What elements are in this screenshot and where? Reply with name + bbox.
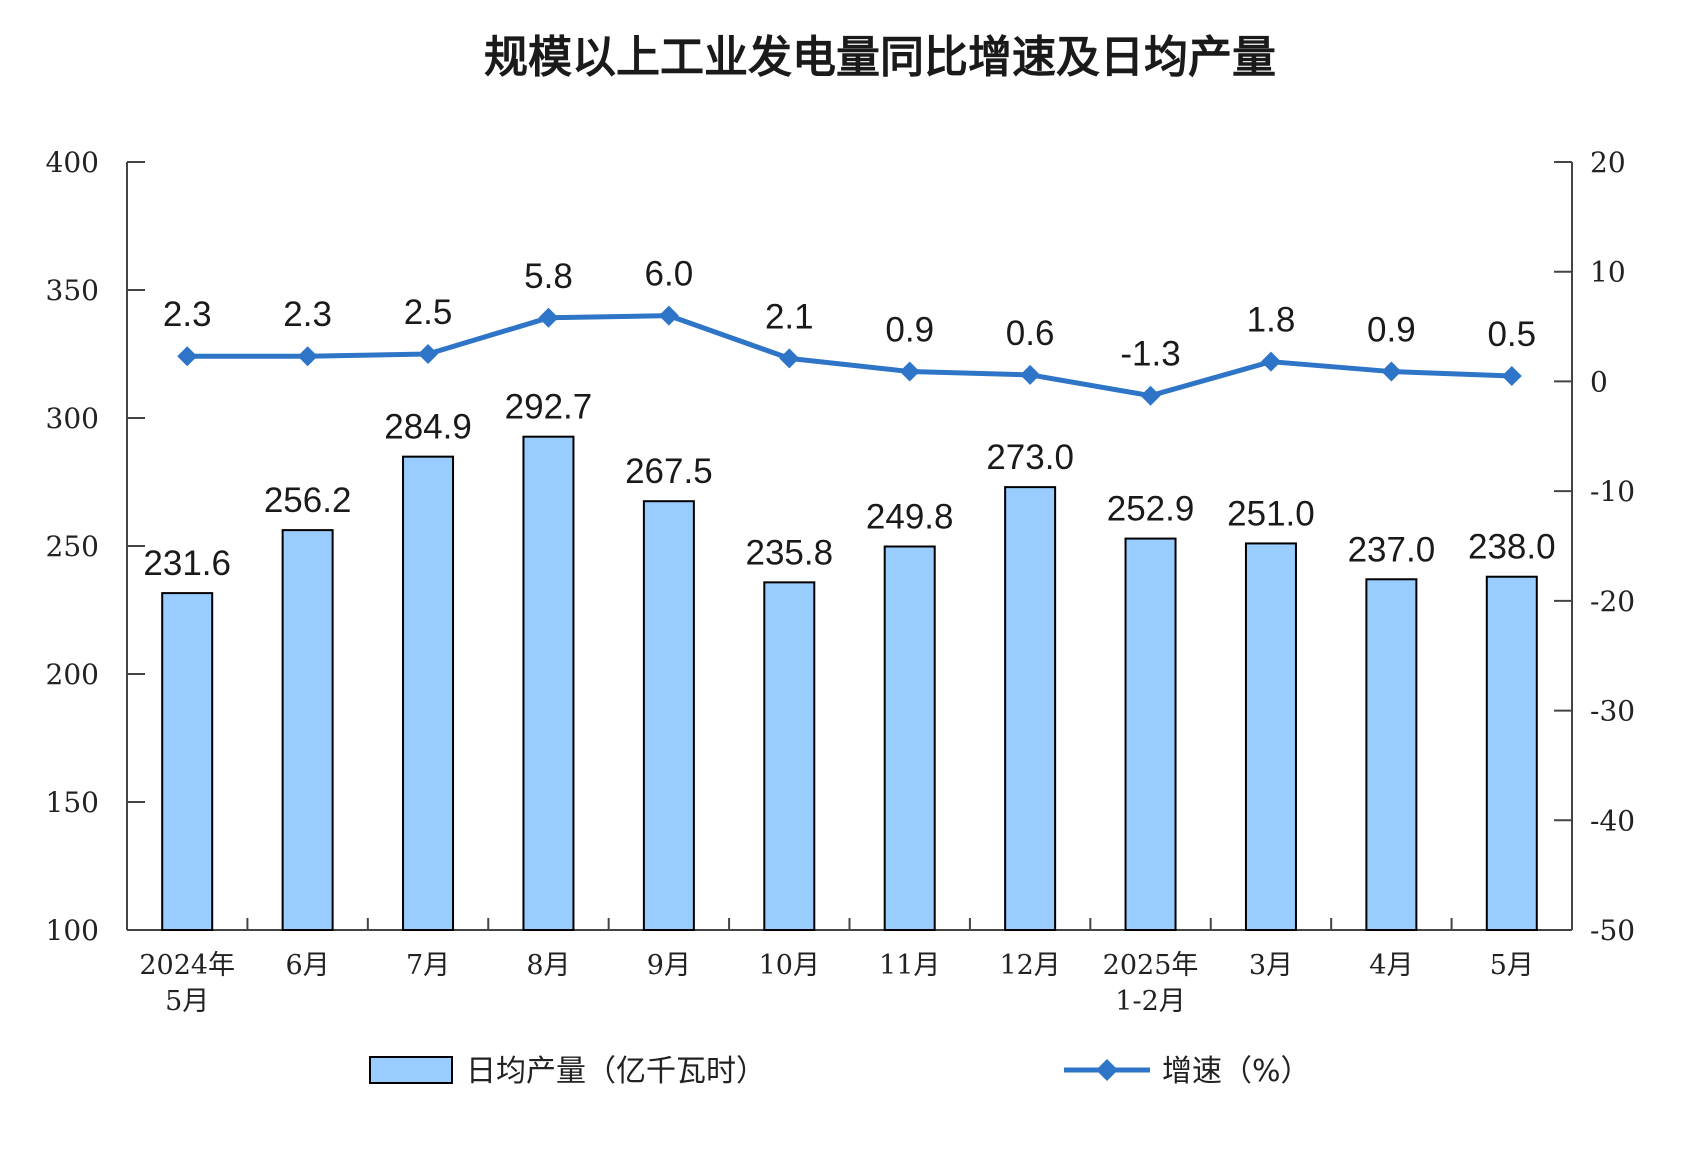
category-label: 5月 <box>165 986 209 1017</box>
bar-value-label: 238.0 <box>1468 528 1556 567</box>
category-label: 5月 <box>1490 950 1534 981</box>
bar <box>642 500 695 931</box>
legend-bar-swatch <box>369 1056 453 1084</box>
left-tick-label: 250 <box>46 530 99 563</box>
line-point-marker <box>1260 351 1281 372</box>
left-tick-label: 400 <box>46 146 99 179</box>
category-label: 6月 <box>286 950 330 981</box>
line-value-label: 2.3 <box>163 295 212 334</box>
right-tick-label: -30 <box>1590 695 1635 728</box>
right-tick-label: -40 <box>1590 804 1635 837</box>
right-tick-label: -10 <box>1590 475 1635 508</box>
bar-labels: 231.6 256.2 284.9 292.7 267.5 235.8 249.8 273.0… <box>143 388 1555 583</box>
bar <box>763 581 816 931</box>
bar-value-label: 249.8 <box>866 498 954 537</box>
bar <box>281 529 334 931</box>
bar <box>883 545 936 932</box>
line-value-label: 5.8 <box>524 257 573 296</box>
bar-value-label: 292.7 <box>505 388 593 427</box>
bar-value-label: 231.6 <box>143 544 231 583</box>
line-value-label: 0.9 <box>1367 311 1416 350</box>
right-tick-label: -20 <box>1590 585 1635 618</box>
line-value-label: 0.5 <box>1487 315 1536 354</box>
legend-line-label: 增速（%） <box>1162 1054 1311 1089</box>
line-point-marker <box>658 305 679 326</box>
line-labels: 2.3 2.3 2.5 5.8 6.0 2.1 0.9 0.6 -1.3 1.8 0.9 0.5 <box>163 255 1536 374</box>
line-series <box>177 305 1522 406</box>
legend-line-marker <box>1096 1059 1118 1081</box>
legend-bar-label: 日均产量（亿千瓦时） <box>466 1054 766 1089</box>
category-label: 11月 <box>879 950 940 981</box>
growth-line <box>187 313 1512 399</box>
line-value-label: 0.9 <box>885 311 934 350</box>
bar <box>1244 542 1297 931</box>
category-label: 2024年 <box>139 950 235 981</box>
category-label: 7月 <box>406 950 450 981</box>
bar-series <box>161 435 1538 932</box>
right-tick-label: 0 <box>1590 365 1608 398</box>
category-label: 9月 <box>647 950 691 981</box>
category-label: 8月 <box>526 950 570 981</box>
bar <box>1004 486 1057 931</box>
line-value-label: 2.1 <box>765 297 814 336</box>
left-tick-label: 150 <box>46 786 99 819</box>
left-tick-label: 300 <box>46 402 99 435</box>
line-point-marker <box>779 348 800 369</box>
bar <box>1485 575 1538 931</box>
bar-value-label: 267.5 <box>625 452 713 491</box>
bar-value-label: 273.0 <box>986 438 1074 477</box>
line-value-label: 2.5 <box>404 293 453 332</box>
bar-value-label: 237.0 <box>1348 530 1436 569</box>
right-tick-label: -50 <box>1590 914 1635 947</box>
bar-value-label: 284.9 <box>384 408 472 447</box>
line-value-label: 0.6 <box>1006 314 1055 353</box>
line-value-label: -1.3 <box>1120 335 1180 374</box>
line-point-marker <box>1020 364 1041 385</box>
right-tick-label: 10 <box>1590 256 1626 289</box>
bar <box>402 455 455 931</box>
category-label: 1-2月 <box>1115 986 1185 1017</box>
line-value-label: 2.3 <box>283 295 332 334</box>
bar-value-label: 251.0 <box>1227 494 1315 533</box>
line-value-label: 1.8 <box>1247 301 1296 340</box>
line-point-marker <box>418 344 439 364</box>
bar-value-label: 235.8 <box>745 533 833 572</box>
legend: 日均产量（亿千瓦时） 增速（%） <box>369 1054 1311 1089</box>
line-point-marker <box>1501 365 1522 386</box>
line-point-marker <box>297 346 318 367</box>
bar-value-label: 252.9 <box>1107 490 1195 529</box>
category-label: 4月 <box>1369 950 1413 981</box>
bar-value-label: 256.2 <box>264 481 352 520</box>
line-point-marker <box>177 346 198 367</box>
bar <box>161 592 214 931</box>
axes: 100 150 200 250 300 350 400 -50 -40 -30 -20 -10 0 10 2… <box>46 146 1636 1017</box>
bar <box>1124 537 1177 931</box>
line-point-marker <box>538 307 559 328</box>
category-label: 10月 <box>759 950 820 981</box>
line-point-marker <box>1381 361 1402 382</box>
bar <box>1365 578 1418 932</box>
category-label: 3月 <box>1249 950 1293 981</box>
category-label: 2025年 <box>1103 950 1199 981</box>
left-tick-label: 200 <box>46 658 99 691</box>
line-value-label: 6.0 <box>645 255 694 294</box>
left-tick-label: 100 <box>46 914 99 947</box>
category-label: 12月 <box>999 950 1060 981</box>
line-point-marker <box>1140 385 1161 406</box>
line-point-marker <box>899 361 920 382</box>
right-tick-label: 20 <box>1590 146 1626 179</box>
bar <box>522 435 575 931</box>
chart-title: 规模以上工业发电量同比增速及日均产量 <box>484 32 1276 83</box>
left-tick-label: 350 <box>46 274 99 307</box>
